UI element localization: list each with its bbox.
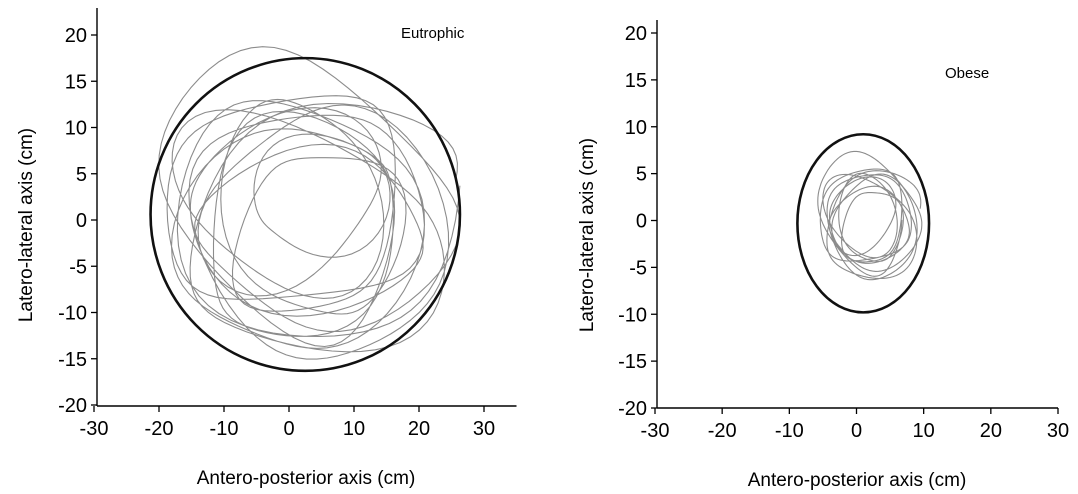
eutrophic-xtick-label: 0 [283, 418, 294, 440]
eutrophic-ytick-label: 20 [65, 25, 87, 47]
obese-panel-label: Obese [945, 65, 989, 82]
obese-ytick-label: -5 [629, 257, 647, 279]
eutrophic-ylabel: Latero-lateral axis (cm) [16, 128, 37, 322]
obese-xtick-label: 20 [980, 420, 1002, 442]
obese-trajectory-line [817, 150, 923, 281]
eutrophic-xtick-label: 20 [408, 418, 430, 440]
eutrophic-trajectory-line [158, 46, 461, 360]
obese-xtick-label: -30 [641, 420, 670, 442]
eutrophic-ytick-label: 5 [76, 164, 87, 186]
eutrophic-ytick-label: -20 [58, 395, 87, 417]
eutrophic-xtick-label: 30 [473, 418, 495, 440]
obese-xtick-label: -20 [708, 420, 737, 442]
obese-ytick-label: -15 [618, 351, 647, 373]
obese-xtick-label: 0 [851, 420, 862, 442]
eutrophic-confidence-ellipse [149, 56, 462, 373]
obese-ytick-label: 20 [625, 23, 647, 45]
eutrophic-xlabel: Antero-posterior axis (cm) [197, 468, 416, 489]
obese-panel: Latero-lateral axis (cm) Antero-posterio… [577, 20, 1069, 491]
eutrophic-panel-label: Eutrophic [401, 25, 465, 42]
eutrophic-xtick-label: -10 [210, 418, 239, 440]
obese-ylabel: Latero-lateral axis (cm) [577, 138, 598, 332]
eutrophic-ytick-label: 15 [65, 71, 87, 93]
obese-ytick-label: -20 [618, 398, 647, 420]
eutrophic-ytick-label: -10 [58, 303, 87, 325]
eutrophic-ytick-label: 10 [65, 118, 87, 140]
obese-xtick-label: -10 [775, 420, 804, 442]
obese-ytick-label: 0 [636, 211, 647, 233]
eutrophic-xtick-label: -30 [80, 418, 109, 440]
obese-ytick-label: 15 [625, 70, 647, 92]
obese-xtick-label: 10 [913, 420, 935, 442]
eutrophic-xtick-label: -20 [145, 418, 174, 440]
obese-ytick-label: 5 [636, 164, 647, 186]
obese-ytick-label: -10 [618, 304, 647, 326]
obese-xlabel: Antero-posterior axis (cm) [748, 470, 967, 491]
obese-xtick-label: 30 [1047, 420, 1069, 442]
eutrophic-ytick-label: -15 [58, 349, 87, 371]
eutrophic-panel: Latero-lateral axis (cm) Antero-posterio… [16, 8, 517, 489]
eutrophic-xtick-label: 10 [343, 418, 365, 440]
eutrophic-ytick-label: 0 [76, 210, 87, 232]
eutrophic-ytick-label: -5 [69, 256, 87, 278]
obese-ytick-label: 10 [625, 117, 647, 139]
obese-confidence-ellipse [796, 132, 931, 314]
